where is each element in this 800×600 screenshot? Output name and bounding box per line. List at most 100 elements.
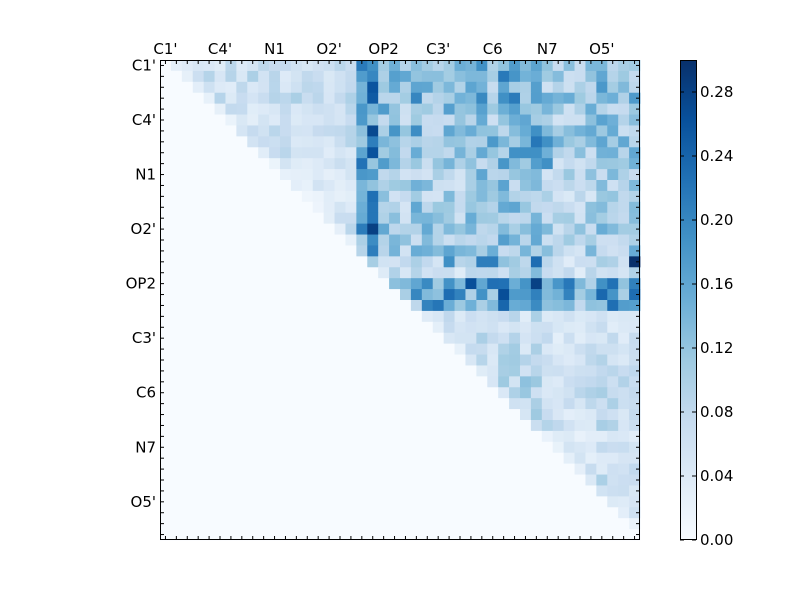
heatmap-cell bbox=[618, 223, 630, 235]
heatmap-cell bbox=[443, 136, 455, 148]
heatmap-cell bbox=[432, 321, 445, 334]
heatmap-cell bbox=[421, 441, 434, 454]
heatmap-cell bbox=[596, 125, 608, 137]
heatmap-cell bbox=[520, 147, 532, 159]
heatmap-cell bbox=[487, 343, 499, 355]
heatmap-cell bbox=[476, 310, 488, 323]
heatmap-cell bbox=[552, 256, 565, 268]
heatmap-cell bbox=[345, 441, 357, 454]
heatmap-cell bbox=[596, 114, 608, 126]
heatmap-cell bbox=[618, 103, 630, 115]
heatmap-cell bbox=[432, 441, 445, 454]
heatmap-cell bbox=[400, 125, 412, 137]
heatmap-cell bbox=[290, 463, 303, 475]
heatmap-cell bbox=[421, 463, 434, 475]
heatmap-cell bbox=[552, 354, 565, 366]
heatmap-cell bbox=[389, 441, 401, 454]
heatmap-cell bbox=[432, 300, 445, 312]
heatmap-cell bbox=[290, 256, 303, 268]
heatmap-cell bbox=[410, 474, 423, 486]
heatmap-cell bbox=[247, 387, 259, 399]
heatmap-cell bbox=[203, 234, 215, 246]
heatmap-cell bbox=[454, 223, 466, 235]
heatmap-cell bbox=[520, 70, 532, 83]
heatmap-cell bbox=[607, 398, 619, 410]
heatmap-cell bbox=[345, 180, 357, 192]
heatmap-cell bbox=[356, 365, 368, 377]
heatmap-cell bbox=[563, 289, 575, 301]
heatmap-cell bbox=[258, 114, 270, 126]
heatmap-cell bbox=[160, 92, 172, 105]
heatmap-cell bbox=[541, 441, 554, 454]
heatmap-cell bbox=[563, 420, 575, 432]
heatmap-cell bbox=[400, 409, 412, 421]
heatmap-cell bbox=[530, 518, 543, 530]
heatmap-cell bbox=[541, 201, 554, 214]
heatmap-cell bbox=[236, 190, 248, 203]
heatmap-cell bbox=[378, 92, 390, 105]
heatmap-cell bbox=[323, 92, 335, 105]
heatmap-cell bbox=[574, 343, 586, 355]
heatmap-cell bbox=[454, 60, 466, 72]
heatmap-cell bbox=[160, 256, 172, 268]
heatmap-cell bbox=[290, 496, 303, 508]
heatmap-cell bbox=[509, 158, 521, 170]
heatmap-cell bbox=[629, 234, 641, 246]
heatmap-cell bbox=[269, 463, 281, 475]
heatmap-cell bbox=[323, 321, 335, 334]
heatmap-cell bbox=[607, 92, 619, 105]
heatmap-cell bbox=[530, 223, 543, 235]
heatmap-cell bbox=[421, 223, 434, 235]
heatmap-cell bbox=[170, 485, 183, 497]
heatmap-cell bbox=[476, 474, 488, 486]
heatmap-cell bbox=[530, 321, 543, 334]
heatmap-cell bbox=[421, 430, 434, 443]
colorbar-tick-label: 0.16 bbox=[700, 275, 733, 293]
heatmap-cell bbox=[596, 474, 608, 486]
heatmap-cell bbox=[192, 321, 205, 334]
heatmap-cell bbox=[596, 420, 608, 432]
heatmap-cell bbox=[192, 180, 205, 192]
heatmap-cell bbox=[541, 474, 554, 486]
heatmap-cell bbox=[487, 409, 499, 421]
heatmap-cell bbox=[454, 496, 466, 508]
heatmap-cell bbox=[520, 452, 532, 465]
y-tick-label: N7 bbox=[135, 438, 156, 456]
heatmap-cell bbox=[541, 190, 554, 203]
heatmap-cell bbox=[214, 147, 226, 159]
heatmap-cell bbox=[498, 125, 510, 137]
heatmap-cell bbox=[170, 474, 183, 486]
heatmap-cell bbox=[541, 136, 554, 148]
heatmap-cell bbox=[280, 452, 292, 465]
heatmap-cell bbox=[367, 463, 379, 475]
heatmap-cell bbox=[454, 267, 466, 279]
heatmap-cell bbox=[509, 190, 521, 203]
heatmap-cell bbox=[181, 223, 194, 235]
heatmap-cell bbox=[181, 332, 194, 345]
heatmap-cell bbox=[367, 365, 379, 377]
heatmap-cell bbox=[247, 81, 259, 94]
heatmap-cell bbox=[541, 234, 554, 246]
heatmap-cell bbox=[574, 507, 586, 519]
heatmap-cell bbox=[312, 223, 325, 235]
heatmap-cell bbox=[618, 190, 630, 203]
heatmap-cell bbox=[563, 518, 575, 530]
heatmap-cell bbox=[487, 70, 499, 83]
heatmap-cell bbox=[629, 223, 641, 235]
heatmap-cell bbox=[181, 343, 194, 355]
heatmap-cell bbox=[476, 387, 488, 399]
heatmap-cell bbox=[334, 256, 346, 268]
heatmap-cell bbox=[247, 245, 259, 257]
heatmap-cell bbox=[607, 114, 619, 126]
heatmap-cell bbox=[432, 398, 445, 410]
heatmap-cell bbox=[432, 223, 445, 235]
heatmap-cell bbox=[378, 245, 390, 257]
heatmap-cell bbox=[312, 507, 325, 519]
heatmap-cell bbox=[596, 452, 608, 465]
heatmap-cell bbox=[247, 267, 259, 279]
heatmap-cell bbox=[465, 376, 477, 388]
heatmap-cell bbox=[247, 223, 259, 235]
heatmap-cell bbox=[378, 267, 390, 279]
heatmap-cell bbox=[301, 507, 314, 519]
heatmap-cell bbox=[312, 103, 325, 115]
